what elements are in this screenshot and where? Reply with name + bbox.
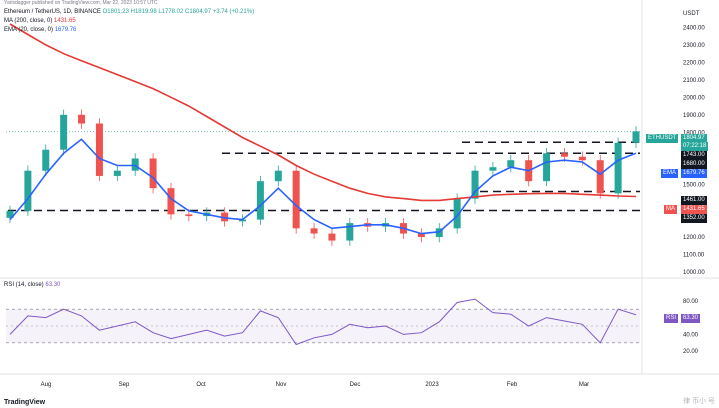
candle-body (614, 142, 622, 194)
ma-tag-badge: MA (664, 205, 677, 214)
candle-body (328, 233, 336, 241)
x-tick-label: Dec (350, 382, 361, 388)
rsi-tag-badge: RSI (664, 314, 679, 323)
y-tick-label: 2000.00 (683, 95, 705, 101)
candle-body (185, 214, 193, 217)
candle-body (149, 158, 157, 189)
candle-body (292, 170, 300, 229)
candles (6, 109, 640, 246)
candle-body (131, 158, 139, 171)
y-tick-label: 2200.00 (683, 60, 705, 66)
candle-body (489, 167, 497, 171)
last-price-badge: 1804.97 (681, 134, 707, 143)
level-1680-badge: 1680.00 (681, 160, 707, 169)
candle-body (6, 210, 14, 218)
rsi-tick-label: 20.00 (683, 349, 699, 355)
candle-body (417, 233, 425, 238)
candle-body (167, 188, 175, 215)
ema-legend: EMA (20, close, 0) 1679.76 (4, 27, 76, 33)
candle-body (221, 212, 229, 222)
ticker-badge: ETHUSDT (646, 134, 679, 143)
ma-legend-label: MA (200, close, 0) (4, 18, 53, 24)
ohlc-values: O1801.23 H1819.98 L1778.02 C1804.97 +3.7… (102, 9, 255, 15)
tradingview-logo[interactable]: TradingView (4, 399, 46, 406)
ema-legend-label: EMA (20, close, 0) (4, 27, 54, 33)
x-tick-label: 2023 (425, 382, 439, 388)
candle-body (435, 228, 443, 238)
y-tick-label: 1500.00 (683, 183, 705, 189)
axis-unit-label: USDT (683, 11, 700, 17)
rsi-legend-value: 63.30 (45, 282, 61, 288)
watermark: 律 币小 号 (683, 398, 715, 405)
x-tick-label: Aug (41, 382, 52, 388)
x-tick-label: Sep (119, 382, 130, 388)
ma-200-line (9, 23, 637, 202)
y-tick-label: 1100.00 (683, 253, 705, 259)
ma-legend-value: 1431.65 (54, 18, 76, 24)
candle-body (578, 156, 586, 161)
candle-body (42, 149, 50, 171)
candle-body (274, 170, 282, 182)
candle-body (543, 153, 551, 182)
candle-body (471, 170, 479, 199)
y-tick-label: 1900.00 (683, 113, 705, 119)
symbol-title: Ethereum / TetherUS, 1D, BINANCE (4, 9, 101, 15)
candle-body (95, 123, 103, 176)
candle-body (596, 160, 604, 194)
y-tick-label: 2400.00 (683, 25, 705, 31)
level-1743-badge: 1743.00 (681, 151, 707, 160)
y-tick-label: 1800.00 (683, 130, 705, 136)
ema-legend-value: 1679.76 (54, 27, 77, 33)
ema-tag-badge: EMA (661, 169, 679, 178)
candle-body (632, 131, 640, 143)
rsi-line (9, 298, 637, 346)
candle-body (24, 170, 32, 211)
ema-price-badge: 1679.76 (681, 169, 707, 178)
candle-body (113, 170, 121, 176)
candle-body (560, 153, 568, 157)
y-tick-label: 2300.00 (683, 43, 705, 49)
x-tick-label: Oct (196, 382, 206, 388)
horizontal-levels (6, 131, 640, 212)
candle-body (60, 114, 68, 150)
chart-header: Ethereum / TetherUS, 1D, BINANCE O1801.2… (4, 9, 254, 15)
candle-body (256, 181, 264, 220)
rsi-tick-label: 80.00 (683, 299, 699, 305)
x-tick-label: Feb (507, 382, 518, 388)
y-tick-label: 1200.00 (683, 235, 705, 241)
ema-20-line (9, 138, 637, 235)
ma-legend: MA (200, close, 0) 1431.65 (4, 18, 76, 24)
candle-body (453, 198, 461, 229)
rsi-legend-label: RSI (14, close) (4, 282, 44, 288)
rsi-legend: RSI (14, close) 63.30 (4, 282, 60, 288)
candle-body (346, 223, 354, 241)
rsi-tick-label: 40.00 (683, 332, 699, 338)
x-tick-label: Mar (579, 382, 589, 388)
countdown-badge: 07:22:18 (681, 142, 709, 151)
y-tick-label: 2100.00 (683, 78, 705, 84)
level-1352-badge: 1352.00 (681, 214, 707, 223)
x-tick-label: Nov (276, 382, 287, 388)
ma-price-badge: 1431.65 (681, 205, 707, 214)
candle-body (310, 228, 318, 234)
rsi-value-badge: 63.30 (681, 314, 701, 323)
candle-body (507, 160, 515, 168)
published-note: Yarisdagger published on TradingView.com… (4, 0, 158, 6)
candle-body (78, 114, 86, 124)
time-axis: Aug Sep Oct Nov Dec 2023 Feb Mar (41, 382, 590, 388)
candle-body (239, 219, 247, 222)
y-tick-label: 1000.00 (683, 270, 705, 276)
level-1461-badge: 1461.00 (681, 196, 707, 205)
